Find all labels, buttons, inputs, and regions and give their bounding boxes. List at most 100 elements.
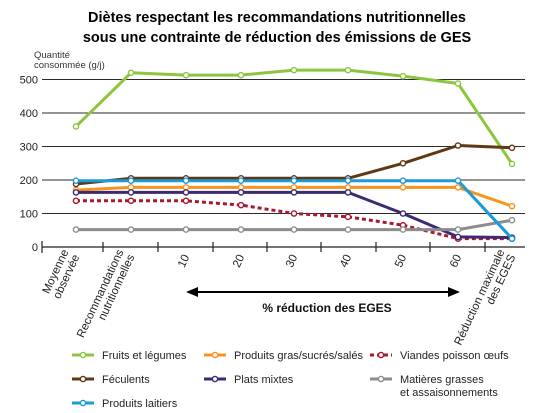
legend-label: Fruits et légumes <box>102 350 187 362</box>
x-tick-label: 60 <box>448 253 464 270</box>
series-point <box>290 189 298 196</box>
legend-marker <box>211 351 219 359</box>
y-ticks: 0 100 200 300 400 500 <box>20 75 38 255</box>
x-tick-label: 50 <box>393 253 409 270</box>
x-tick-label-line: 20 <box>231 253 247 270</box>
series-point <box>237 71 245 79</box>
series-point <box>290 66 298 74</box>
series-point <box>72 197 80 205</box>
series-point <box>454 184 462 191</box>
series-point <box>127 226 135 233</box>
legend-label: Plats mixtes <box>234 374 294 386</box>
legend-marker <box>79 399 87 407</box>
y-axis-label-line-1: Quantité <box>34 50 70 61</box>
legend-item: Produits gras/sucrés/salés <box>204 350 363 362</box>
legend-item: Produits laitiers <box>72 398 178 410</box>
x-tick-label-line: 40 <box>338 253 354 270</box>
series-point <box>182 177 190 184</box>
y-tick-label: 400 <box>20 108 38 120</box>
series-point <box>290 210 298 217</box>
series-point <box>454 142 462 149</box>
x-tick-label: 10 <box>176 253 192 270</box>
legend-item: Féculents <box>72 374 150 386</box>
series-point <box>344 226 352 233</box>
series-point <box>182 71 190 79</box>
series-point <box>127 189 135 196</box>
y-tick-label: 500 <box>20 75 38 87</box>
series-point <box>72 226 80 233</box>
series-point <box>127 69 135 77</box>
reduction-arrow <box>186 287 460 297</box>
series-point <box>182 197 190 205</box>
y-tick-label: 0 <box>32 242 38 254</box>
legend-marker <box>211 375 219 383</box>
arrow-head-left <box>186 287 198 297</box>
series-point <box>290 177 298 184</box>
series-point <box>399 72 407 80</box>
legend-item: Viandes poisson œufs <box>370 350 509 362</box>
series-point <box>237 201 245 209</box>
series-layer <box>72 66 516 242</box>
legend-marker <box>377 375 385 383</box>
legend-label: et assaisonnements <box>400 387 498 399</box>
legend-item: Fruits et légumes <box>72 350 187 362</box>
series-point <box>508 144 516 152</box>
series-point <box>344 213 352 221</box>
y-tick-label: 100 <box>20 209 38 221</box>
series-point <box>399 177 407 184</box>
x-tick-label: 20 <box>231 253 247 270</box>
legend-marker <box>79 375 87 383</box>
series-point <box>399 210 407 217</box>
legend-item: Plats mixtes <box>204 374 294 386</box>
series-point <box>72 123 80 130</box>
series-point <box>399 184 407 191</box>
series-point <box>508 202 516 210</box>
series-point <box>454 233 462 241</box>
x-axis: MoyenneobservéeRecommandationsnutritionn… <box>41 241 525 347</box>
series-point <box>72 189 80 196</box>
x-axis-label: % réduction des EGES <box>262 301 391 315</box>
series-point <box>454 226 462 233</box>
series-point <box>508 160 516 168</box>
legend: Fruits et légumes Produits gras/sucrés/sa… <box>72 350 509 410</box>
y-axis-label-line-2: consommée (g/j) <box>34 60 105 71</box>
x-tick-label-line: 50 <box>393 253 409 270</box>
series-point <box>182 226 190 233</box>
series-point <box>399 159 407 167</box>
series-point <box>344 66 352 74</box>
legend-label: Produits laitiers <box>102 398 178 410</box>
series-point <box>508 216 516 224</box>
legend-marker <box>79 351 87 359</box>
series-point <box>182 189 190 196</box>
x-tick-label-line: 60 <box>448 253 464 270</box>
series-point <box>508 235 516 242</box>
x-tick-label: 30 <box>284 253 300 270</box>
legend-marker <box>377 351 385 359</box>
y-tick-label: 300 <box>20 142 38 154</box>
legend-label: Matières grasses <box>400 374 484 386</box>
legend-label: Produits gras/sucrés/salés <box>234 350 363 362</box>
series-point <box>237 177 245 184</box>
chart-title-line-2: sous une contrainte de réduction des émi… <box>83 30 472 46</box>
series-point <box>454 177 462 184</box>
series-point <box>237 189 245 196</box>
y-tick-label: 200 <box>20 175 38 187</box>
series-point <box>399 226 407 233</box>
x-tick-label-line: 10 <box>176 253 192 270</box>
series-point <box>454 80 462 87</box>
series-point <box>344 177 352 184</box>
arrow-head-right <box>448 287 460 297</box>
series-point <box>72 177 80 184</box>
legend-label: Viandes poisson œufs <box>400 350 509 362</box>
chart-title-line-1: Diètes respectant les recommandations nu… <box>88 10 466 26</box>
series-point <box>237 226 245 233</box>
series-point <box>127 177 135 184</box>
series-point <box>344 189 352 196</box>
x-tick-label-line: 30 <box>284 253 300 270</box>
legend-label: Féculents <box>102 374 150 386</box>
